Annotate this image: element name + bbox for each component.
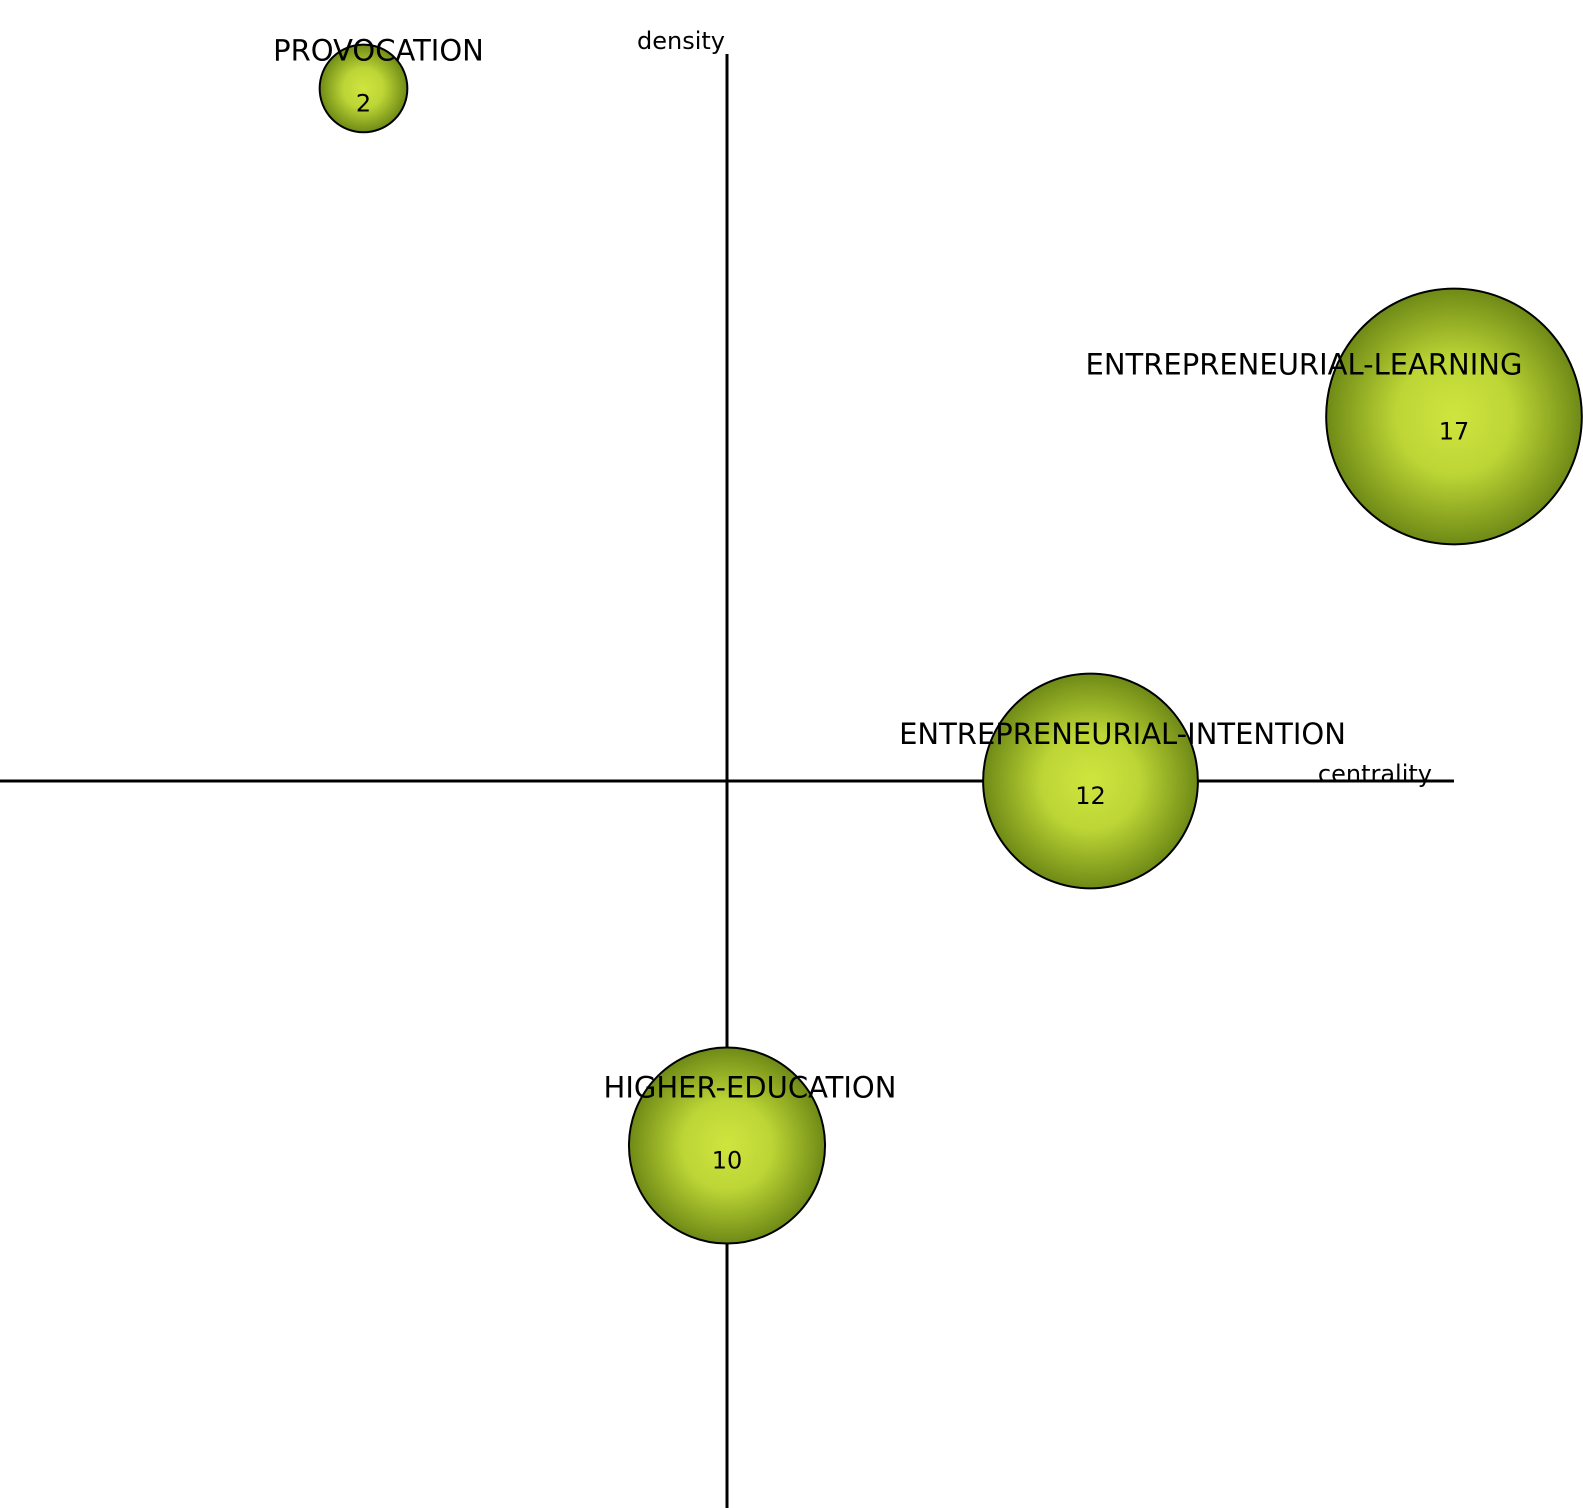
theme-bubble-group: HIGHER-EDUCATION 10 bbox=[604, 1046, 897, 1245]
axes: centrality density bbox=[0, 27, 1454, 1508]
theme-bubble-group: ENTREPRENEURIAL-INTENTION 12 bbox=[899, 672, 1346, 890]
theme-bubble-group: PROVOCATION 2 bbox=[273, 33, 484, 134]
theme-value-label: 10 bbox=[712, 1147, 743, 1175]
theme-bubble bbox=[1325, 287, 1583, 546]
y-axis-label: density bbox=[637, 27, 725, 55]
theme-bubble bbox=[318, 43, 409, 134]
x-axis-label: centrality bbox=[1318, 760, 1432, 788]
theme-bubble bbox=[982, 672, 1199, 890]
theme-label: ENTREPRENEURIAL-LEARNING bbox=[1086, 348, 1523, 382]
theme-bubble bbox=[627, 1046, 827, 1245]
theme-value-label: 17 bbox=[1439, 418, 1470, 446]
theme-label: ENTREPRENEURIAL-INTENTION bbox=[899, 717, 1346, 751]
theme-label: PROVOCATION bbox=[273, 33, 484, 67]
theme-value-label: 12 bbox=[1075, 782, 1106, 810]
theme-bubble-group: ENTREPRENEURIAL-LEARNING 17 bbox=[1086, 287, 1583, 546]
theme-label: HIGHER-EDUCATION bbox=[604, 1071, 897, 1105]
theme-value-label: 2 bbox=[356, 89, 371, 117]
bubbles-layer: PROVOCATION2ENTREPRENEURIAL-LEARNING17EN… bbox=[273, 33, 1583, 1245]
